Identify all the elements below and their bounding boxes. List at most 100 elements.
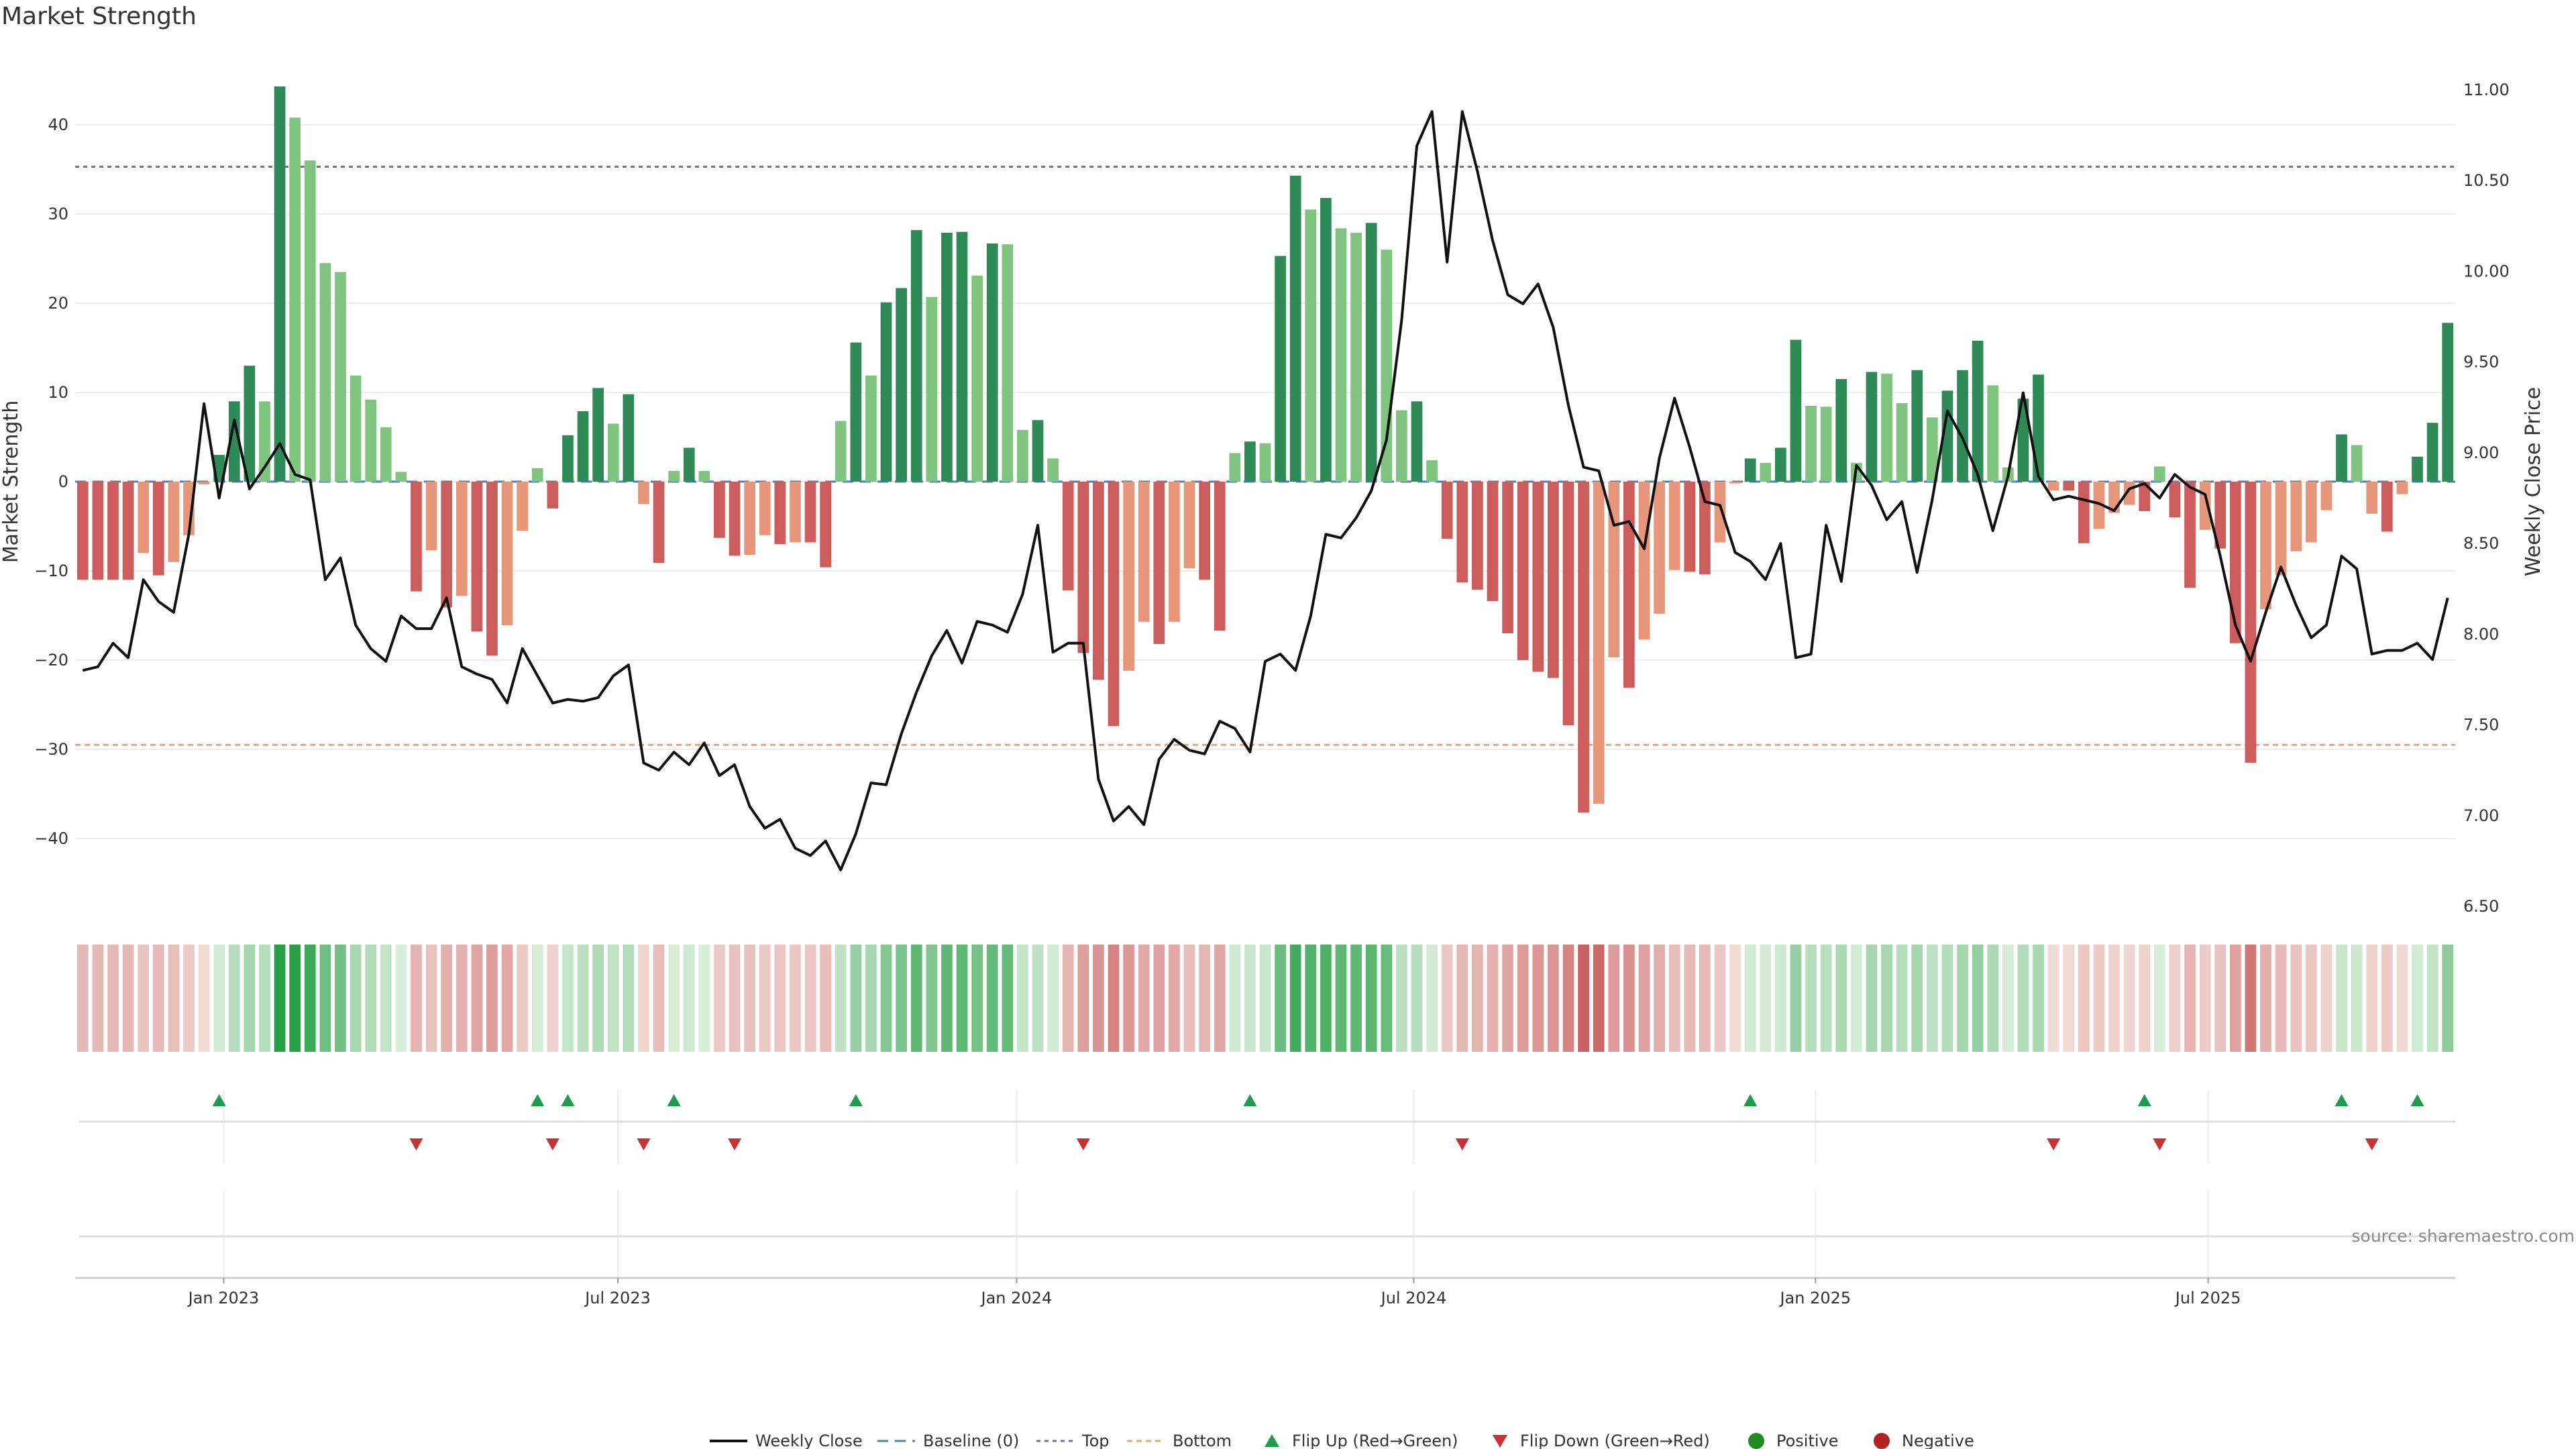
strength-bar bbox=[2047, 482, 2059, 491]
heat-cell bbox=[607, 945, 619, 1052]
strength-bar bbox=[1153, 482, 1165, 645]
strength-bar bbox=[729, 482, 741, 556]
heat-cell bbox=[1138, 945, 1150, 1052]
legend-label: Flip Down (Green→Red) bbox=[1520, 1432, 1710, 1449]
heat-cell bbox=[562, 945, 574, 1052]
strength-bar bbox=[1668, 482, 1680, 570]
strength-bar bbox=[411, 482, 422, 592]
heat-cell bbox=[138, 945, 150, 1052]
strength-bar bbox=[2442, 323, 2454, 482]
flip-down-marker bbox=[2365, 1138, 2379, 1150]
strength-bar bbox=[896, 288, 907, 482]
heat-cell bbox=[259, 945, 270, 1052]
y-tick-label-left: 40 bbox=[48, 115, 68, 134]
flip-down-marker bbox=[2153, 1138, 2167, 1150]
heat-cell bbox=[2153, 945, 2165, 1052]
heat-cell bbox=[228, 945, 240, 1052]
heat-cell bbox=[547, 945, 559, 1052]
heat-cell bbox=[820, 945, 831, 1052]
strength-bar bbox=[531, 468, 543, 482]
heat-cell bbox=[1729, 945, 1741, 1052]
heat-cell bbox=[2229, 945, 2241, 1052]
heat-cell bbox=[1062, 945, 1074, 1052]
heat-cell bbox=[2033, 945, 2044, 1052]
strength-bar bbox=[289, 117, 301, 482]
heat-cell bbox=[835, 945, 847, 1052]
strength-bar bbox=[122, 482, 134, 580]
strength-bar bbox=[2033, 374, 2044, 482]
strength-bar bbox=[941, 232, 953, 482]
strength-bar bbox=[820, 482, 831, 568]
strength-bar bbox=[152, 482, 164, 576]
heat-cell bbox=[2290, 945, 2302, 1052]
heat-cell bbox=[2336, 945, 2347, 1052]
heat-cell bbox=[1578, 945, 1589, 1052]
strength-bar bbox=[653, 482, 665, 564]
strength-bar bbox=[1381, 250, 1393, 482]
strength-bar bbox=[274, 86, 286, 482]
heat-cell bbox=[1032, 945, 1044, 1052]
strength-bar bbox=[1896, 402, 1908, 482]
strength-bar bbox=[455, 482, 468, 596]
strength-bar bbox=[1578, 482, 1589, 813]
heat-cell bbox=[183, 945, 195, 1052]
flip-up-marker bbox=[2334, 1094, 2349, 1106]
y-tick-label-left: −20 bbox=[34, 651, 68, 669]
heat-cell bbox=[198, 945, 210, 1052]
heat-cell bbox=[2184, 945, 2196, 1052]
strength-bar bbox=[1472, 482, 1483, 590]
strength-bar bbox=[1487, 482, 1499, 602]
flip-up-marker bbox=[531, 1094, 545, 1106]
strength-bar bbox=[1229, 453, 1241, 482]
strength-bar bbox=[2063, 482, 2075, 491]
heat-cell bbox=[365, 945, 377, 1052]
heat-cell bbox=[1396, 945, 1407, 1052]
heat-cell bbox=[1532, 945, 1544, 1052]
strength-bar bbox=[592, 388, 604, 482]
strength-bar bbox=[547, 482, 559, 508]
y-tick-label-left: 10 bbox=[48, 383, 68, 402]
heat-cell bbox=[1972, 945, 1984, 1052]
heat-cell bbox=[531, 945, 543, 1052]
x-tick-label: Jul 2025 bbox=[2174, 1289, 2241, 1307]
heat-cell bbox=[395, 945, 407, 1052]
heat-cell bbox=[1259, 945, 1271, 1052]
strength-bar bbox=[1926, 417, 1938, 482]
y-tick-label-left: −10 bbox=[34, 561, 68, 580]
flip-up-marker bbox=[212, 1094, 226, 1106]
strength-bar bbox=[910, 229, 922, 482]
heat-cell bbox=[790, 945, 801, 1052]
strength-bar bbox=[1714, 482, 1726, 543]
strength-bar bbox=[76, 482, 89, 580]
strength-bar bbox=[1426, 460, 1438, 482]
flip-down-marker bbox=[637, 1138, 651, 1150]
heat-cell bbox=[896, 945, 907, 1052]
heat-cell bbox=[1320, 945, 1332, 1052]
strength-bar bbox=[1411, 401, 1423, 482]
flip-down-marker bbox=[409, 1138, 423, 1150]
strength-bar bbox=[926, 297, 938, 482]
strength-bar bbox=[1396, 410, 1407, 482]
heat-cell bbox=[1957, 945, 1968, 1052]
strength-bar bbox=[2412, 456, 2423, 482]
heat-cell bbox=[1684, 945, 1696, 1052]
heat-cell bbox=[1987, 945, 1999, 1052]
heat-cell bbox=[1183, 945, 1195, 1052]
strength-bar bbox=[1866, 372, 1878, 482]
strength-bar bbox=[1169, 482, 1180, 622]
y-tick-label-right: 8.50 bbox=[2463, 534, 2499, 553]
heat-cell bbox=[971, 945, 983, 1052]
strength-bar bbox=[1744, 458, 1756, 482]
weekly-close-layer bbox=[82, 110, 2449, 871]
heat-cell bbox=[1169, 945, 1180, 1052]
heat-cell bbox=[2063, 945, 2075, 1052]
strength-bar bbox=[1183, 482, 1195, 569]
x-tick-label: Jan 2024 bbox=[980, 1289, 1053, 1307]
legend-label: Weekly Close bbox=[755, 1432, 863, 1449]
heat-cell bbox=[2017, 945, 2029, 1052]
y-tick-label-left: 0 bbox=[58, 472, 68, 491]
heat-cell bbox=[653, 945, 665, 1052]
strength-bar bbox=[2275, 482, 2287, 576]
heat-cell bbox=[1381, 945, 1393, 1052]
axes: 40 30 20 10 0 −10 −20 −30 −40 11.00 10.50 10.00 9.50… bbox=[0, 80, 2575, 1307]
